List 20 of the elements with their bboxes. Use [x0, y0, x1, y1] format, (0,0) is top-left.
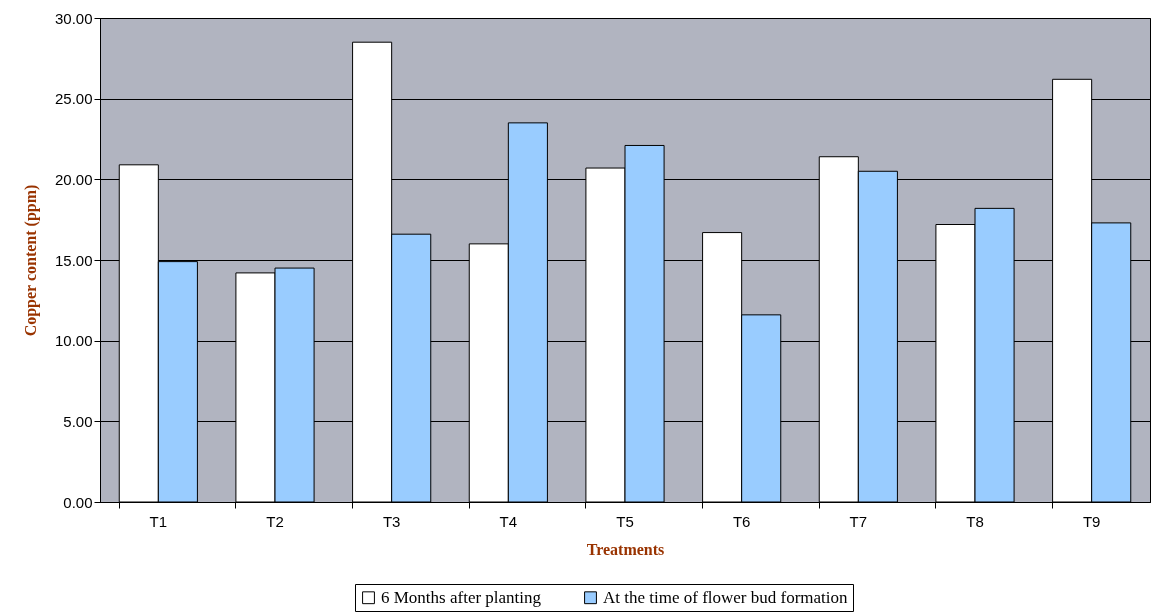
x-tick-label: T7	[849, 512, 868, 530]
x-tick-label: T6	[732, 512, 751, 530]
y-tick-label: 30.00	[54, 9, 93, 27]
y-tick-label: 25.00	[54, 90, 93, 108]
legend-label: At the time of flower bud formation	[603, 587, 849, 607]
legend-label: 6 Months after planting	[381, 587, 542, 607]
y-axis-title: Copper content (ppm)	[21, 184, 40, 337]
x-tick-label: T9	[1082, 512, 1101, 530]
y-tick-label: 20.00	[54, 170, 93, 188]
y-tick-label: 10.00	[54, 332, 93, 350]
x-tick-label: T2	[266, 512, 284, 530]
x-tick-label: T8	[966, 512, 984, 530]
y-tick-label: 15.00	[54, 251, 93, 269]
y-tick-label: 0.00	[63, 493, 93, 511]
x-axis-title: Treatments	[586, 540, 665, 558]
x-tick-label: T5	[616, 512, 634, 530]
x-tick-label: T1	[149, 512, 168, 530]
x-tick-label: T4	[499, 512, 518, 530]
x-tick-label: T3	[382, 512, 401, 530]
y-tick-label: 5.00	[63, 412, 93, 430]
